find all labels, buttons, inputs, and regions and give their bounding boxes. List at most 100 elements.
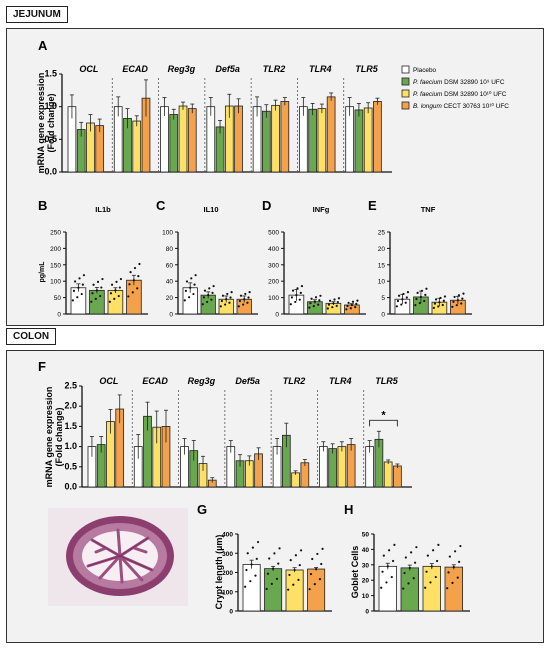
gene-label-F: TLR5 [375, 376, 398, 386]
data-point-D [355, 302, 358, 305]
bar-F-TLR4-placebo [319, 446, 328, 488]
data-point-D [296, 287, 299, 290]
data-point-G [309, 572, 313, 576]
y-tick-label-H: 20 [362, 578, 370, 585]
y-tick-label-C: 0 [169, 312, 173, 319]
y-axis-label-A: mRNA gene expression(Fold change) [36, 73, 56, 174]
data-point-G [251, 546, 254, 549]
data-point-G [246, 552, 249, 555]
bar-A-TLR5-pf10 [363, 107, 373, 173]
y-tick-label-E: 10 [378, 279, 386, 286]
gene-label-F: Reg3g [188, 376, 216, 386]
data-point-B [128, 283, 131, 286]
data-point-H [410, 551, 413, 554]
data-point-H [454, 550, 457, 553]
data-point-H [386, 565, 389, 568]
data-point-H [430, 565, 433, 568]
colon-histology-image [48, 508, 188, 606]
data-point-C [211, 291, 214, 294]
y-tick-label-F: 1.0 [64, 441, 77, 451]
data-point-G [277, 562, 280, 565]
data-point-B [127, 295, 130, 298]
data-point-C [228, 301, 231, 304]
data-point-G [265, 587, 268, 591]
bar-F-TLR4-pf9 [328, 448, 337, 488]
data-point-C [190, 277, 193, 280]
y-tick-label-F: 2.5 [64, 381, 77, 391]
data-point-E [433, 302, 437, 305]
bar-A-TLR4-placebo [299, 106, 308, 173]
data-point-E [405, 296, 408, 299]
data-point-C [242, 303, 245, 306]
data-point-B [138, 262, 141, 266]
bar-A-Reg3g-pf10 [178, 105, 188, 173]
data-point-D [300, 284, 304, 288]
data-point-D [299, 291, 302, 294]
bar-A-TLR4-bl [326, 96, 336, 173]
y-tick-label-H: 50 [362, 532, 370, 539]
y-tick-label-D: 400 [268, 246, 279, 253]
data-point-H [425, 570, 428, 573]
y-axis-label-G: Crypt length (µm) [214, 535, 224, 610]
data-point-H [404, 556, 407, 559]
gene-label-F: TLR4 [329, 376, 352, 386]
data-point-H [403, 571, 406, 575]
data-point-H [413, 561, 417, 564]
data-point-H [415, 546, 418, 549]
data-point-G [321, 547, 324, 550]
data-point-D [317, 303, 320, 306]
data-point-G [256, 540, 260, 544]
data-point-G [299, 549, 303, 552]
data-point-H [402, 587, 405, 590]
legend-label-pf10: P. faecium DSM 32890 10¹⁰ UFC [413, 91, 507, 98]
bar-A-TLR2-bl [280, 101, 290, 173]
data-point-H [448, 555, 451, 558]
panel-title-E: TNF [421, 205, 436, 214]
panel-letter-D: D [262, 198, 271, 213]
data-point-B [91, 292, 94, 295]
data-point-H [412, 577, 415, 580]
data-point-D [332, 302, 335, 305]
data-point-G [294, 554, 297, 557]
data-point-B [77, 286, 80, 289]
data-point-B [132, 279, 135, 282]
y-tick-label-A: 0.0 [44, 167, 57, 177]
y-tick-label-F: 2.0 [64, 401, 77, 411]
data-point-E [439, 296, 442, 300]
data-point-E [406, 291, 410, 294]
data-point-G [254, 574, 257, 577]
bar-A-Def5a-pf9 [215, 126, 225, 173]
data-point-E [438, 301, 441, 304]
data-point-H [407, 582, 410, 585]
data-point-D [308, 306, 311, 309]
data-point-H [393, 543, 396, 547]
legend-swatch-pf10 [401, 89, 410, 98]
panel-letter-G: G [197, 502, 207, 517]
data-point-H [408, 566, 411, 569]
y-axis-label-B: pg/mL [39, 261, 46, 283]
data-point-D [295, 294, 298, 297]
data-point-B [72, 289, 76, 293]
y-tick-label-E: 5 [381, 295, 385, 302]
data-point-E [453, 295, 456, 299]
y-tick-label-C: 100 [162, 230, 173, 237]
data-point-E [455, 304, 458, 307]
data-point-B [117, 294, 120, 298]
data-point-C [248, 291, 251, 294]
data-point-D [310, 297, 313, 300]
gene-label-A: Reg3g [168, 64, 196, 74]
data-point-C [208, 287, 211, 290]
data-point-G [320, 562, 323, 566]
data-point-D [312, 305, 315, 308]
bar-A-TLR5-pf9 [354, 109, 364, 173]
data-point-D [328, 299, 332, 302]
data-point-H [459, 544, 462, 548]
gene-label-F: Def5a [235, 376, 260, 386]
data-point-E [397, 294, 401, 297]
bar-A-TLR4-pf9 [308, 108, 317, 173]
data-point-H [437, 543, 440, 547]
panel-letter-E: E [368, 198, 377, 213]
data-point-D [350, 303, 353, 307]
data-point-C [202, 296, 205, 299]
data-point-E [456, 299, 459, 302]
